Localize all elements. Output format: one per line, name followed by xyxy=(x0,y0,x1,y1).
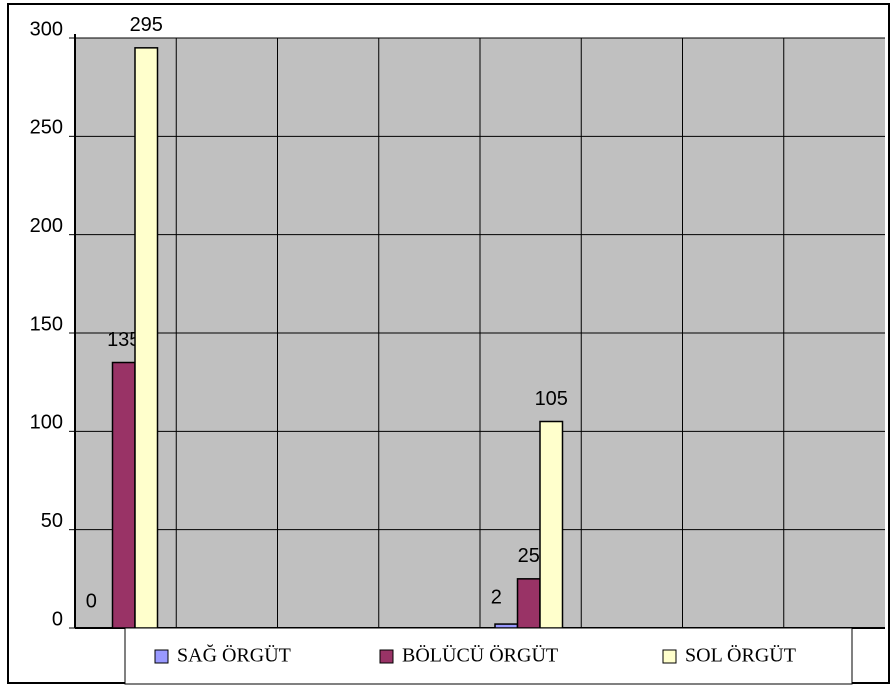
legend-label: BÖLÜCÜ ÖRGÜT xyxy=(402,644,558,667)
y-tick-label: 300 xyxy=(30,18,63,40)
y-tick-label: 250 xyxy=(30,117,63,139)
bar xyxy=(111,361,136,629)
legend-label: SAĞ ÖRGÜT xyxy=(177,644,291,667)
y-tick-label: 0 xyxy=(52,608,63,630)
legend-swatch xyxy=(662,649,677,664)
y-tick-label: 50 xyxy=(41,510,63,532)
legend-swatch xyxy=(379,649,394,664)
data-label: 295 xyxy=(130,14,163,36)
legend-label: SOL ÖRGÜT xyxy=(685,644,796,667)
legend-box xyxy=(124,627,853,685)
bar xyxy=(494,623,519,629)
y-tick-label: 200 xyxy=(30,215,63,237)
y-tick-label: 150 xyxy=(30,313,63,335)
legend-swatch xyxy=(154,649,169,664)
bar xyxy=(134,47,159,629)
data-label: 135 xyxy=(107,329,140,351)
data-label: 2 xyxy=(491,586,502,608)
y-tick-label: 100 xyxy=(30,412,63,434)
bar xyxy=(539,420,564,629)
bar xyxy=(516,578,541,629)
data-label: 25 xyxy=(518,545,540,567)
data-label: 105 xyxy=(535,388,568,410)
data-label: 0 xyxy=(86,590,97,612)
